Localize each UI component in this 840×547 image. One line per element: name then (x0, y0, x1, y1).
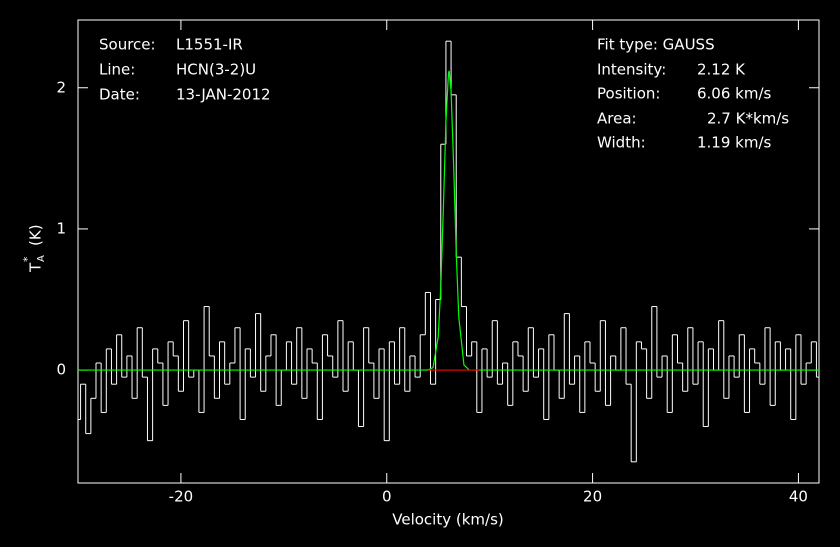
y-label-sup: * (21, 256, 34, 262)
fit-label: Width: (597, 134, 646, 152)
fit-value: 1.19 km/s (697, 134, 772, 152)
header-value: HCN(3-2)U (176, 61, 256, 79)
fit-value: 2.12 K (697, 61, 746, 79)
fit-label: Area: (597, 110, 637, 128)
header-value: 13-JAN-2012 (176, 86, 271, 104)
y-label-base: T (27, 262, 45, 273)
y-label-sub: A (36, 255, 47, 262)
x-tick-label: 0 (382, 488, 392, 506)
header-value: L1551-IR (176, 36, 243, 54)
header-label: Line: (99, 61, 135, 79)
y-tick-label: 0 (56, 361, 66, 379)
x-tick-label: 40 (789, 488, 808, 506)
fit-value: 2.7 K*km/s (707, 110, 789, 128)
y-axis-label: T A * (K) (21, 224, 47, 273)
fit-label: Intensity: (597, 61, 666, 79)
plot-frame (77, 19, 820, 484)
header-label: Date: (99, 86, 140, 104)
x-axis-label: Velocity (km/s) (392, 511, 503, 529)
y-label-unit: (K) (27, 224, 45, 246)
header-label: Source: (99, 36, 156, 54)
fit-type: Fit type: GAUSS (597, 36, 715, 54)
y-tick-label: 1 (56, 219, 66, 237)
x-tick-label: -20 (169, 488, 194, 506)
y-tick-label: 2 (56, 78, 66, 96)
x-tick-label: 20 (583, 488, 602, 506)
fit-line (78, 70, 819, 371)
fit-value: 6.06 km/s (697, 85, 772, 103)
fit-label: Position: (597, 85, 660, 103)
